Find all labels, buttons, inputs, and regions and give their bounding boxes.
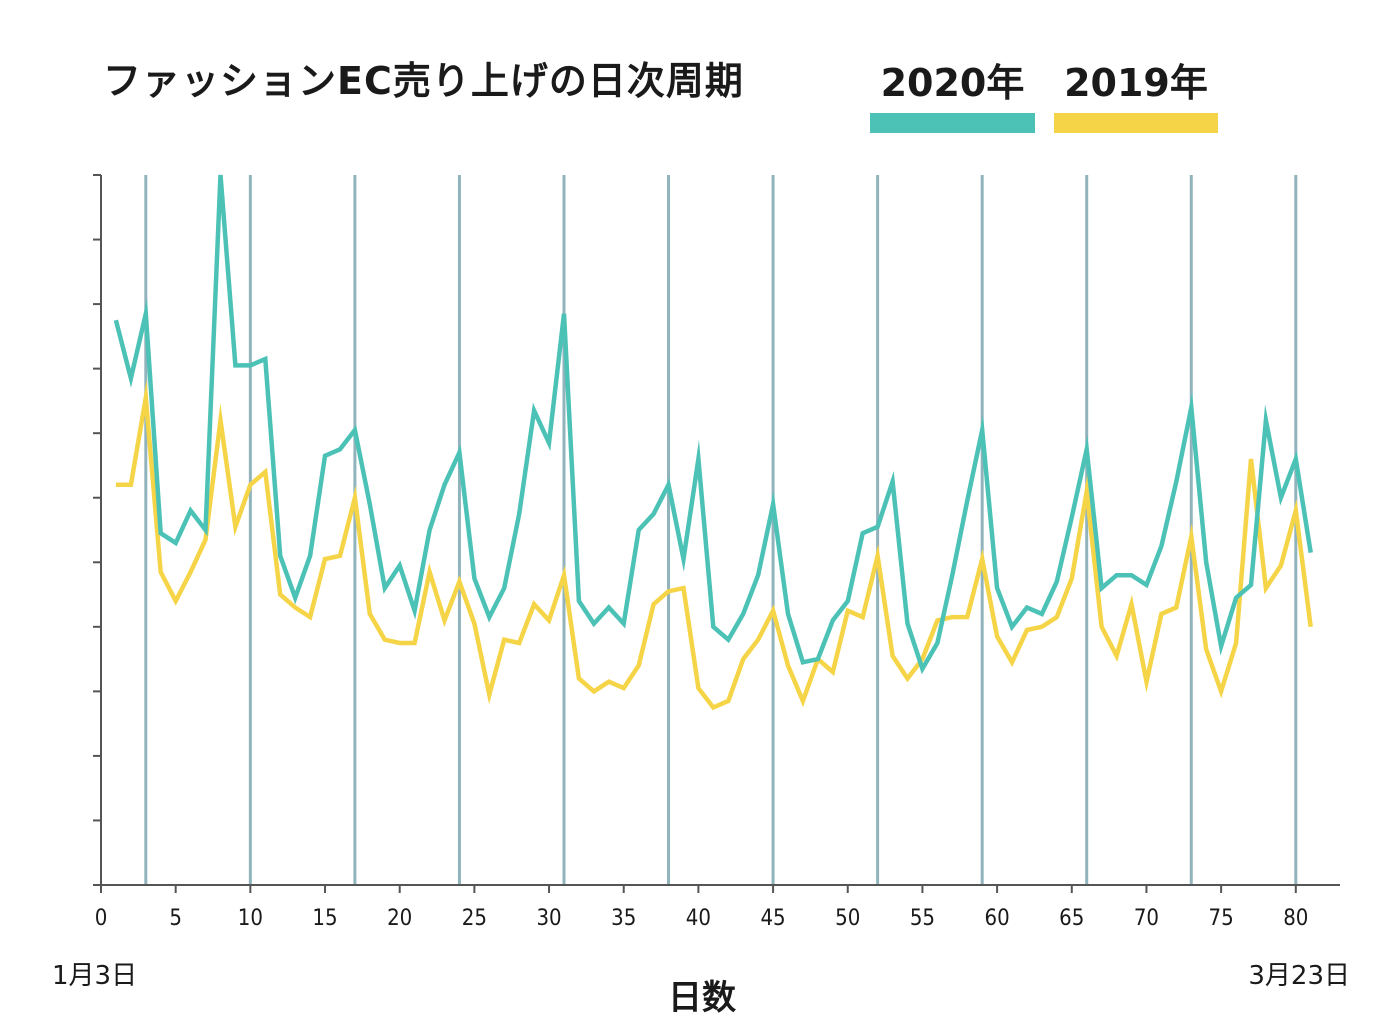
legend-label-2019: 2019年 (1064, 61, 1208, 105)
x-tick-label: 70 (1134, 906, 1159, 931)
x-tick-label: 5 (169, 906, 182, 931)
legend-swatch-2020 (870, 113, 1035, 133)
x-tick-label: 50 (835, 906, 860, 931)
start-date-label: 1月3日 (52, 961, 138, 991)
series-layer (113, 174, 1313, 711)
x-axis-ticks: 0 5 10 15 20 25 30 35 40 45 50 55 60 65 70 75 80 (95, 885, 1308, 931)
x-tick-label: 75 (1209, 906, 1234, 931)
end-date-label: 3月23日 (1248, 961, 1350, 991)
x-tick-label: 40 (686, 906, 711, 931)
x-tick-label: 65 (1059, 906, 1084, 931)
series-line-2020 (113, 174, 1313, 675)
legend-label-2020: 2020年 (880, 61, 1025, 105)
legend-item-2020: 2020年 (870, 52, 1035, 133)
x-tick-label: 45 (760, 906, 785, 931)
series-line-2019 (115, 380, 1313, 711)
axes (93, 174, 1340, 886)
x-tick-label: 55 (910, 906, 935, 931)
legend-swatch-2019 (1054, 113, 1218, 133)
x-tick-label: 15 (312, 906, 337, 931)
week-markers (144, 175, 1298, 885)
x-tick-label: 0 (95, 906, 108, 931)
x-tick-label: 35 (611, 906, 636, 931)
legend-item-2019: 2019年 (1054, 52, 1218, 133)
x-tick-label: 60 (985, 906, 1010, 931)
x-tick-label: 30 (536, 906, 561, 931)
chart-title: ファッションEC売り上げの日次周期 (103, 59, 744, 103)
x-tick-label: 25 (462, 906, 487, 931)
x-tick-label: 10 (238, 906, 263, 931)
x-tick-label: 20 (387, 906, 412, 931)
x-axis-title: 日数 (668, 978, 736, 1018)
x-tick-label: 80 (1283, 906, 1308, 931)
